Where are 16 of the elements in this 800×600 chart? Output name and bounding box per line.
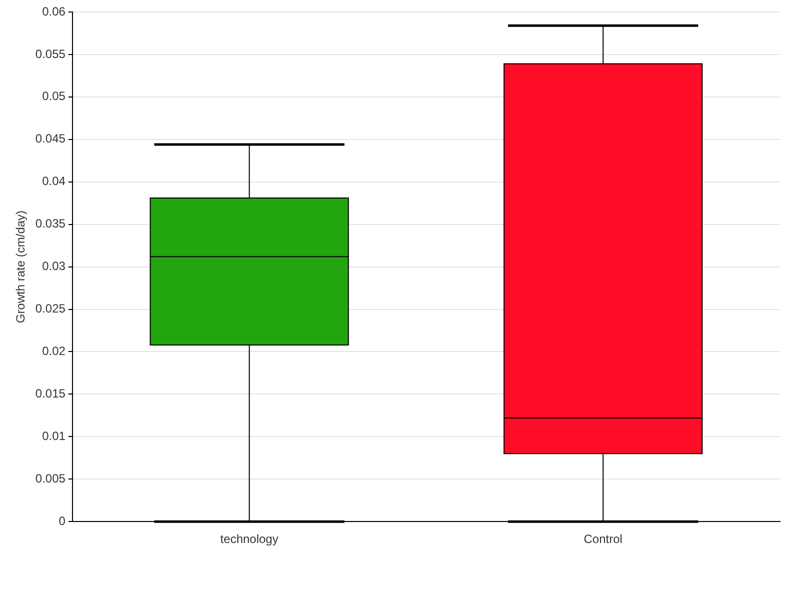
x-tick-label: technology xyxy=(220,532,278,546)
y-tick-label: 0.05 xyxy=(42,89,66,104)
y-tick-label: 0.055 xyxy=(35,46,66,61)
y-tick-label: 0.015 xyxy=(35,386,66,401)
y-tick-label: 0.035 xyxy=(35,216,66,231)
y-tick-label: 0 xyxy=(58,514,66,528)
y-tick-label: 0.005 xyxy=(35,471,66,486)
y-axis-title: Growth rate (cm/day) xyxy=(14,210,28,324)
y-tick-label: 0.045 xyxy=(35,132,66,146)
y-tick-label: 0.04 xyxy=(42,174,66,188)
y-tick-label: 0.01 xyxy=(42,428,66,443)
y-tick-label: 0.025 xyxy=(35,302,66,316)
x-tick-label: Control xyxy=(584,532,622,546)
y-tick-label: 0.03 xyxy=(42,259,66,274)
y-tick-label: 0.02 xyxy=(42,344,66,358)
y-tick-label: 0.06 xyxy=(42,4,66,18)
